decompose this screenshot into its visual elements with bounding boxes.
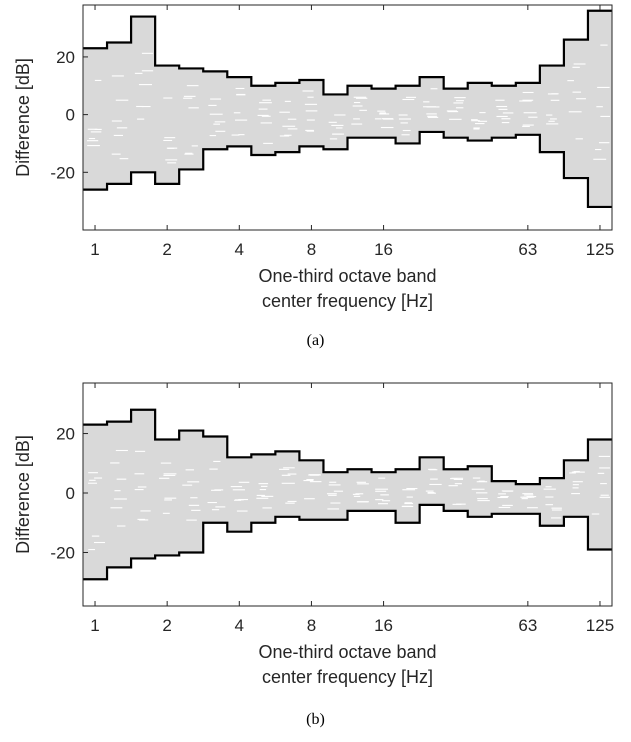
spread-band <box>419 77 445 132</box>
spread-band <box>275 451 300 517</box>
y-tick-label: 0 <box>66 484 75 503</box>
spread-band <box>155 65 180 184</box>
chart-a-svg: 20 0 -20 1 2 4 8 16 63 125 One-third octave band ce… <box>13 4 614 311</box>
spread-band <box>83 48 108 190</box>
x-tick-label: 16 <box>374 616 393 635</box>
spread-band <box>443 88 469 138</box>
spread-band <box>419 457 445 505</box>
y-tick-label: 0 <box>66 106 75 125</box>
spread-band <box>467 466 493 517</box>
x-tick-label: 4 <box>235 616 244 635</box>
upper-envelope <box>83 9 612 96</box>
x-tick-label: 1 <box>90 616 99 635</box>
y-tick-label: 20 <box>56 425 75 444</box>
spread-band <box>227 77 252 147</box>
y-tick-label: -20 <box>50 543 75 562</box>
spread-band <box>155 439 180 556</box>
spread-band <box>467 82 493 141</box>
x-tick-label: 8 <box>307 616 316 635</box>
spread-band <box>587 10 612 207</box>
chart-b-svg: 20 0 -20 1 2 4 8 16 63 125 One-third octave band ce… <box>13 382 614 687</box>
spread-band <box>107 42 132 184</box>
x-axis-label-line1: One-third octave band <box>258 642 436 662</box>
chart-panel-b: 20 0 -20 1 2 4 8 16 63 125 One-third octave band ce… <box>0 371 631 742</box>
y-tick-label: 20 <box>56 48 75 67</box>
spread-band <box>347 85 372 138</box>
spread-band <box>275 82 300 153</box>
spread-band <box>491 85 517 138</box>
spread-band <box>539 478 565 526</box>
spread-band <box>131 16 156 173</box>
axes-box <box>82 382 613 607</box>
y-tick-label: -20 <box>50 163 75 182</box>
x-tick-label: 4 <box>235 240 244 259</box>
spread-band <box>299 80 324 147</box>
spread-band <box>539 65 565 153</box>
spread-band <box>515 82 541 135</box>
spread-band <box>251 85 276 155</box>
y-axis-label: Difference [dB] <box>13 58 33 177</box>
x-tick-label: 63 <box>518 616 537 635</box>
y-axis-label: Difference [dB] <box>13 435 33 554</box>
spread-band <box>83 424 108 580</box>
spread-band <box>515 484 541 514</box>
spread-band <box>131 409 156 559</box>
spread-band <box>347 469 372 511</box>
x-tick-label: 125 <box>586 616 614 635</box>
spread-band <box>203 71 228 150</box>
caption-b: (b) <box>306 711 325 728</box>
x-tick-label: 125 <box>586 240 614 259</box>
spread-band <box>563 39 589 179</box>
spread-band <box>107 421 132 568</box>
spread-band <box>395 469 421 523</box>
lower-envelope <box>83 503 612 581</box>
x-tick-label: 8 <box>307 240 316 259</box>
plot-area <box>83 408 612 581</box>
x-tick-label: 16 <box>374 240 393 259</box>
caption-a: (a) <box>306 332 325 349</box>
spread-band <box>323 472 348 520</box>
chart-panel-a: 20 0 -20 1 2 4 8 16 63 125 One-third octave band ce… <box>13 4 614 349</box>
spread-band <box>563 460 589 517</box>
x-axis-label-line2: center frequency [Hz] <box>262 667 433 687</box>
x-tick-label: 63 <box>518 240 537 259</box>
x-axis-label-line1: One-third octave band <box>258 266 436 286</box>
spread-band <box>227 457 252 532</box>
lower-envelope <box>83 130 612 209</box>
x-axis-label-line2: center frequency [Hz] <box>262 291 433 311</box>
axes-box <box>82 4 613 231</box>
plot-area <box>83 9 612 209</box>
upper-envelope <box>83 408 612 486</box>
spread-band <box>299 460 324 520</box>
spread-band <box>587 439 612 550</box>
spread-band <box>251 454 276 523</box>
spread-band <box>179 430 204 553</box>
x-tick-label: 2 <box>162 616 171 635</box>
x-tick-label: 2 <box>162 240 171 259</box>
spread-band <box>203 436 228 523</box>
x-tick-label: 1 <box>90 240 99 259</box>
